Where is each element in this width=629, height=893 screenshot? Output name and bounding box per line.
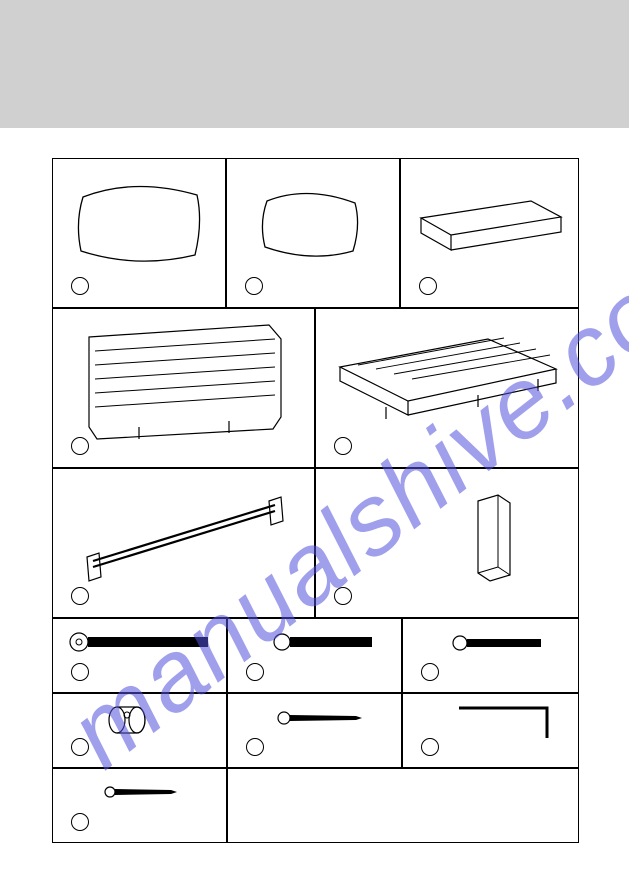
part-slat-base [328,321,568,451]
cell-L [227,693,402,768]
marker-D [71,437,89,455]
part-screw-small [103,783,183,801]
cell-M [402,693,579,768]
cell-A [52,158,226,308]
marker-L [246,738,264,756]
part-bolt-long [67,627,217,657]
part-screw [276,708,366,728]
cell-K [52,693,227,768]
cell-D [52,308,315,468]
cell-G [315,468,579,618]
marker-M [421,738,439,756]
part-bolt-short [451,631,551,655]
part-barrel-nut [103,700,153,740]
part-bolt-medium [272,629,382,655]
cell-H [52,618,227,693]
marker-N [71,813,89,831]
part-panel-curved [65,167,215,277]
part-board-3d [411,183,571,273]
part-leg-post [464,483,524,593]
part-allen-key [451,700,561,744]
header-band [0,0,629,128]
marker-J [421,663,439,681]
cell-J [402,618,579,693]
marker-B [245,277,263,295]
cell-O [227,768,579,843]
cell-F [52,468,315,618]
marker-A [71,277,89,295]
marker-F [71,587,89,605]
marker-G [334,587,352,605]
part-slat-back [69,317,299,447]
marker-K [71,738,89,756]
marker-C [419,277,437,295]
marker-E [334,437,352,455]
cell-B [226,158,400,308]
part-side-rail [69,483,299,593]
cell-I [227,618,402,693]
cell-C [400,158,579,308]
cell-N [52,768,227,843]
part-panel-curved-small [247,177,377,277]
marker-I [246,663,264,681]
cell-E [315,308,579,468]
marker-H [71,663,89,681]
